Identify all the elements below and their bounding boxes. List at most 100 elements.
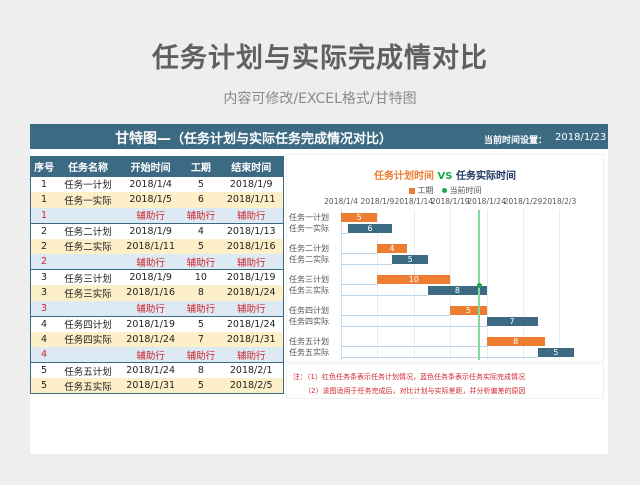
cell-name[interactable]: 任务四计划 [57,316,119,332]
actual-bar[interactable]: 6 [348,224,392,233]
gridline [341,210,342,360]
cell-start[interactable]: 2018/1/31 [118,378,183,394]
cell-no[interactable]: 4 [30,347,58,363]
actual-bar[interactable]: 7 [486,317,538,326]
cell-duration[interactable]: 7 [182,331,220,347]
cell-duration[interactable]: 辅助行 [182,347,220,363]
x-tick-label: 2018/1/9 [360,197,395,206]
cell-start[interactable]: 2018/1/9 [118,223,183,239]
cell-start[interactable]: 2018/1/19 [118,316,183,332]
cell-start[interactable]: 辅助行 [118,300,183,316]
cell-start[interactable]: 2018/1/24 [118,331,183,347]
cell-name[interactable]: 任务五计划 [57,362,119,378]
cell-no[interactable]: 2 [30,254,58,270]
cell-no[interactable]: 5 [30,378,58,394]
cell-end[interactable]: 辅助行 [219,254,284,270]
col-header-end: 结束时间 [219,156,284,177]
cell-no[interactable]: 2 [30,223,58,239]
cell-duration[interactable]: 5 [182,378,220,394]
plan-bar[interactable]: 10 [377,275,451,284]
actual-bar[interactable]: 5 [391,255,429,264]
cell-no[interactable]: 3 [30,269,58,285]
cell-name[interactable]: 任务四实际 [57,331,119,347]
cell-no[interactable]: 1 [30,207,58,223]
cell-no[interactable]: 4 [30,316,58,332]
cell-start[interactable]: 2018/1/5 [118,192,183,208]
cell-end[interactable]: 2018/1/24 [219,285,284,301]
category-label: 任务四实际 [289,317,329,326]
cell-name[interactable]: 任务三计划 [57,269,119,285]
cell-name[interactable] [57,207,119,223]
cell-name[interactable]: 任务二实际 [57,238,119,254]
offset-line [341,233,349,234]
cell-duration[interactable]: 6 [182,192,220,208]
actual-bar[interactable]: 5 [537,348,574,357]
table-row-actual: 1 任务一实际 2018/1/5 6 2018/1/11 [30,192,284,208]
category-label: 任务三计划 [289,275,329,284]
cell-end[interactable]: 2018/1/9 [219,176,284,192]
cell-end[interactable]: 辅助行 [219,207,284,223]
cell-duration[interactable]: 5 [182,238,220,254]
legend-dot-icon [441,188,447,193]
cell-end[interactable]: 2018/1/11 [219,192,284,208]
current-time-value[interactable]: 2018/1/23 [555,132,607,143]
cell-name[interactable] [57,347,119,363]
cell-end[interactable]: 辅助行 [219,300,284,316]
col-header-no: 序号 [30,156,58,177]
cell-end[interactable]: 2018/1/31 [219,331,284,347]
cell-no[interactable]: 1 [30,176,58,192]
cell-end[interactable]: 2018/2/1 [219,362,284,378]
cell-end[interactable]: 2018/1/13 [219,223,284,239]
cell-name[interactable] [57,254,119,270]
cell-start[interactable]: 2018/1/4 [118,176,183,192]
cell-name[interactable]: 任务一计划 [57,176,119,192]
cell-start[interactable]: 2018/1/9 [118,269,183,285]
cell-start[interactable]: 辅助行 [118,254,183,270]
cell-duration[interactable]: 4 [182,223,220,239]
gridline [413,210,415,360]
cell-end[interactable]: 辅助行 [219,347,284,363]
cell-start[interactable]: 辅助行 [118,207,183,223]
cell-duration[interactable]: 辅助行 [182,300,220,316]
cell-duration[interactable]: 5 [182,176,220,192]
offset-line [341,326,487,327]
cell-duration[interactable]: 8 [182,362,220,378]
cell-name[interactable]: 任务二计划 [57,223,119,239]
table-row-plan: 2 任务二计划 2018/1/9 4 2018/1/13 [30,223,284,239]
cell-no[interactable]: 2 [30,238,58,254]
cell-duration[interactable]: 5 [182,316,220,332]
category-label: 任务五实际 [289,348,329,357]
offset-line [341,253,378,254]
table-header-row: 序号 任务名称 开始时间 工期 结束时间 [30,156,284,177]
cell-duration[interactable]: 辅助行 [182,254,220,270]
cell-no[interactable]: 3 [30,285,58,301]
cell-start[interactable]: 2018/1/11 [118,238,183,254]
cell-start[interactable]: 2018/1/24 [118,362,183,378]
cell-no[interactable]: 1 [30,192,58,208]
table-row-plan: 5 任务五计划 2018/1/24 8 2018/2/1 [30,362,284,378]
cell-start[interactable]: 辅助行 [118,347,183,363]
table-row-actual: 4 任务四实际 2018/1/24 7 2018/1/31 [30,331,284,347]
cell-duration[interactable]: 辅助行 [182,207,220,223]
cell-name[interactable]: 任务五实际 [57,378,119,394]
plan-bar[interactable]: 4 [377,244,407,253]
cell-name[interactable]: 任务三实际 [57,285,119,301]
plan-bar[interactable]: 5 [341,213,378,222]
cell-end[interactable]: 2018/2/5 [219,378,284,394]
offset-line [341,264,392,265]
cell-end[interactable]: 2018/1/24 [219,316,284,332]
cell-duration[interactable]: 8 [182,285,220,301]
cell-no[interactable]: 5 [30,362,58,378]
cell-name[interactable]: 任务一实际 [57,192,119,208]
plan-bar[interactable]: 5 [450,306,487,315]
cell-start[interactable]: 2018/1/16 [118,285,183,301]
cell-no[interactable]: 3 [30,300,58,316]
cell-name[interactable] [57,300,119,316]
cell-end[interactable]: 2018/1/19 [219,269,284,285]
cell-duration[interactable]: 10 [182,269,220,285]
plan-bar[interactable]: 8 [486,337,545,346]
current-time-label: 当前时间设置： [484,136,548,146]
actual-bar[interactable]: 8 [428,286,487,295]
cell-no[interactable]: 4 [30,331,58,347]
cell-end[interactable]: 2018/1/16 [219,238,284,254]
